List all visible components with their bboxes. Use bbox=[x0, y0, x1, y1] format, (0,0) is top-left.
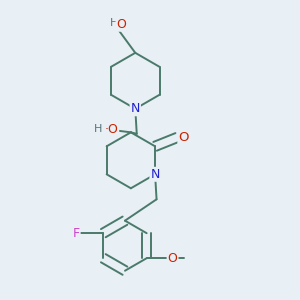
Text: H: H bbox=[110, 18, 118, 28]
Text: N: N bbox=[150, 168, 160, 181]
Text: O: O bbox=[178, 131, 189, 144]
Text: F: F bbox=[72, 227, 80, 240]
Text: H: H bbox=[94, 124, 102, 134]
Text: O: O bbox=[116, 18, 126, 31]
Text: ·O: ·O bbox=[104, 123, 118, 136]
Text: N: N bbox=[130, 102, 140, 115]
Text: O: O bbox=[168, 252, 178, 265]
